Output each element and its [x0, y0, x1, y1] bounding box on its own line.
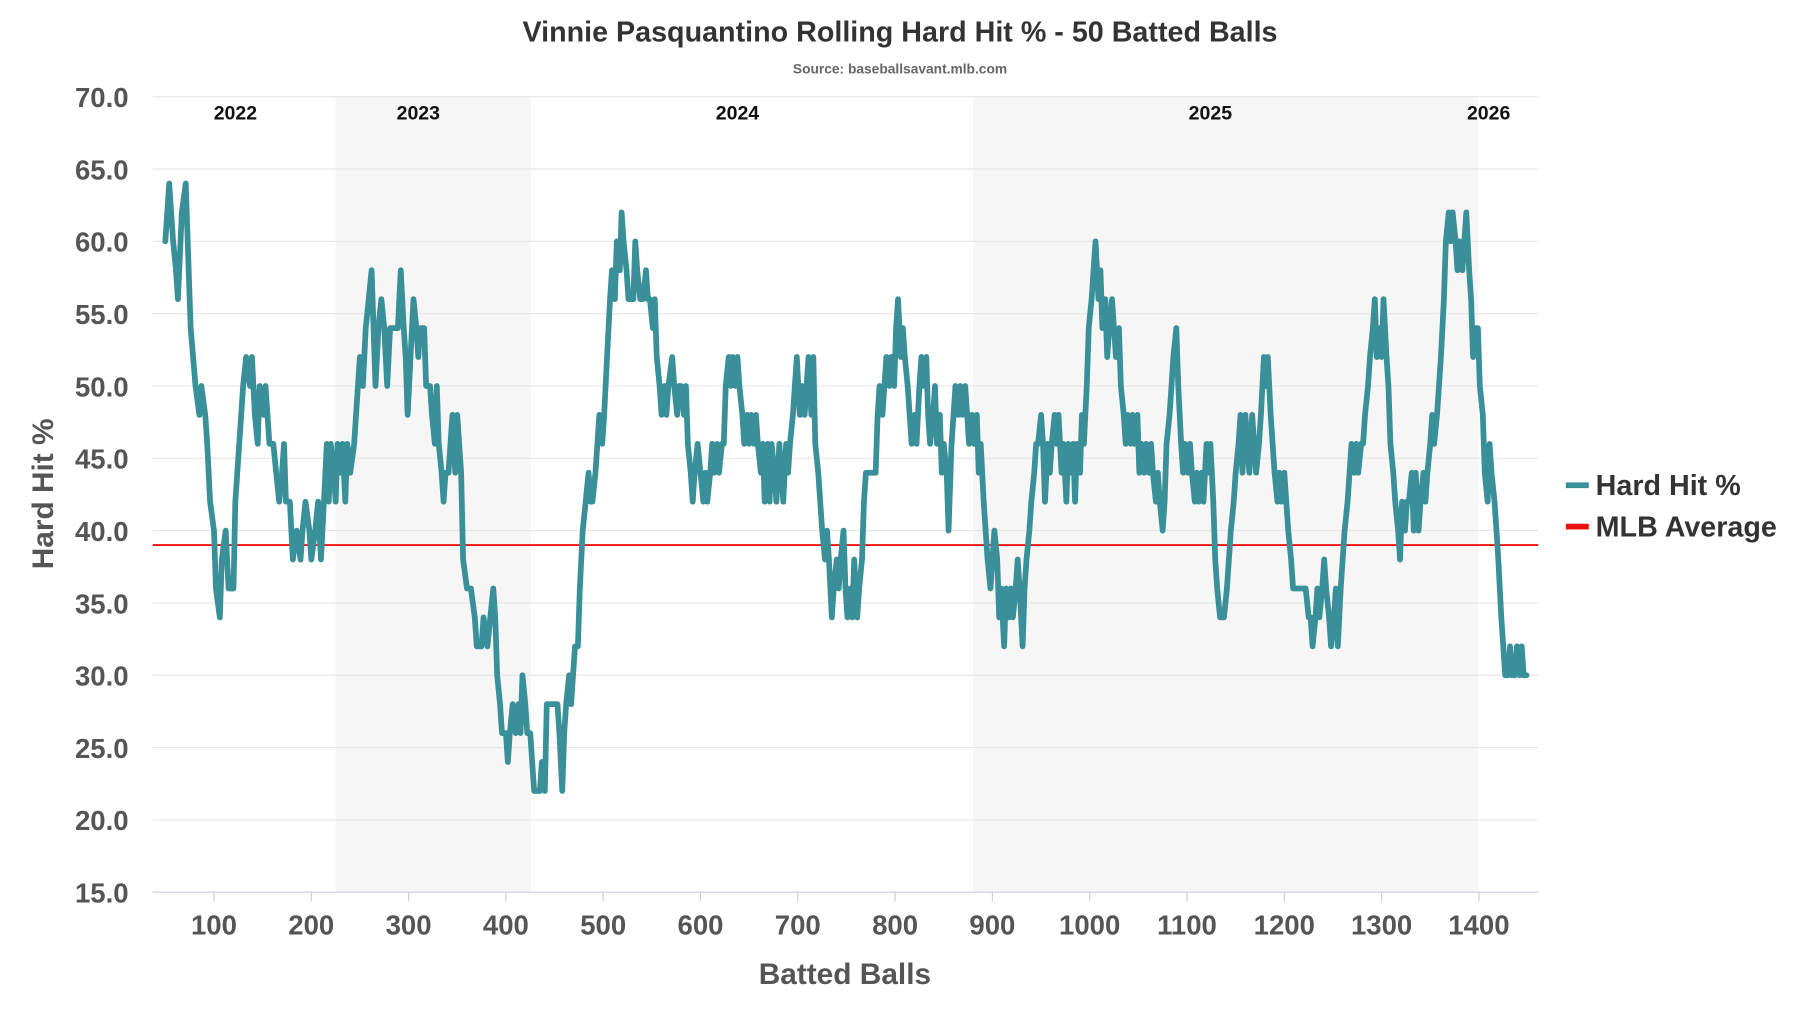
y-tick-label: 20.0 [75, 805, 129, 836]
legend-label-mlb-average: MLB Average [1596, 511, 1777, 543]
x-tick-label: 600 [678, 910, 724, 941]
y-axis-label: Hard Hit % [27, 418, 60, 569]
season-label-2023: 2023 [397, 103, 441, 125]
y-tick-label: 65.0 [75, 154, 129, 185]
hard-hit-line [162, 180, 1530, 794]
y-tick-label: 30.0 [75, 661, 129, 692]
x-tick-label: 1400 [1448, 910, 1509, 941]
season-band-2025 [972, 96, 1478, 893]
y-tick-label: 15.0 [75, 878, 129, 909]
y-tick-label: 40.0 [75, 516, 129, 547]
y-tick-label: 25.0 [75, 733, 129, 764]
legend-label-hard-hit: Hard Hit % [1596, 470, 1741, 502]
x-tick-label: 900 [969, 910, 1015, 941]
legend-swatch-hard-hit [1565, 482, 1589, 489]
chart-subtitle: Source: baseballsavant.mlb.com [793, 62, 1007, 77]
x-tick-label: 300 [386, 910, 432, 941]
x-tick-label: 800 [872, 910, 918, 941]
x-tick-label: 700 [775, 910, 821, 941]
y-tick-label: 45.0 [75, 444, 129, 475]
y-tick-label: 70.0 [75, 82, 129, 113]
x-tick-label: 1000 [1059, 910, 1120, 941]
season-label-2022: 2022 [214, 103, 258, 125]
y-axis-ticks: 15.0 20.0 25.0 30.0 35.0 40.0 45.0 50.0 55.0 60.0… [75, 82, 129, 909]
season-label-2026: 2026 [1467, 103, 1511, 125]
y-tick-label: 35.0 [75, 588, 129, 619]
x-tick-label: 1200 [1254, 910, 1315, 941]
legend-swatch-mlb-average [1565, 523, 1589, 530]
x-tick-label: 400 [483, 910, 529, 941]
season-labels: 2022 2023 2024 2025 2026 [214, 103, 1511, 125]
y-tick-label: 55.0 [75, 299, 129, 330]
x-tick-label: 1100 [1157, 910, 1217, 941]
season-label-2024: 2024 [716, 103, 760, 125]
y-tick-label: 60.0 [75, 227, 129, 258]
x-tick-label: 500 [580, 910, 626, 941]
chart-title: Vinnie Pasquantino Rolling Hard Hit % - … [522, 17, 1277, 49]
legend: Hard Hit % MLB Average [1565, 470, 1777, 543]
x-tick-label: 100 [191, 910, 237, 941]
x-tick-label: 1300 [1351, 910, 1412, 941]
season-band-2023 [335, 96, 532, 893]
x-axis-ticks: 100 200 300 400 500 600 700 800 900 1000 1100 1200 1… [191, 892, 1510, 941]
x-axis-label: Batted Balls [759, 958, 931, 991]
season-bands [335, 96, 1478, 893]
season-label-2025: 2025 [1189, 103, 1233, 125]
y-tick-label: 50.0 [75, 371, 129, 402]
x-tick-label: 200 [288, 910, 334, 941]
